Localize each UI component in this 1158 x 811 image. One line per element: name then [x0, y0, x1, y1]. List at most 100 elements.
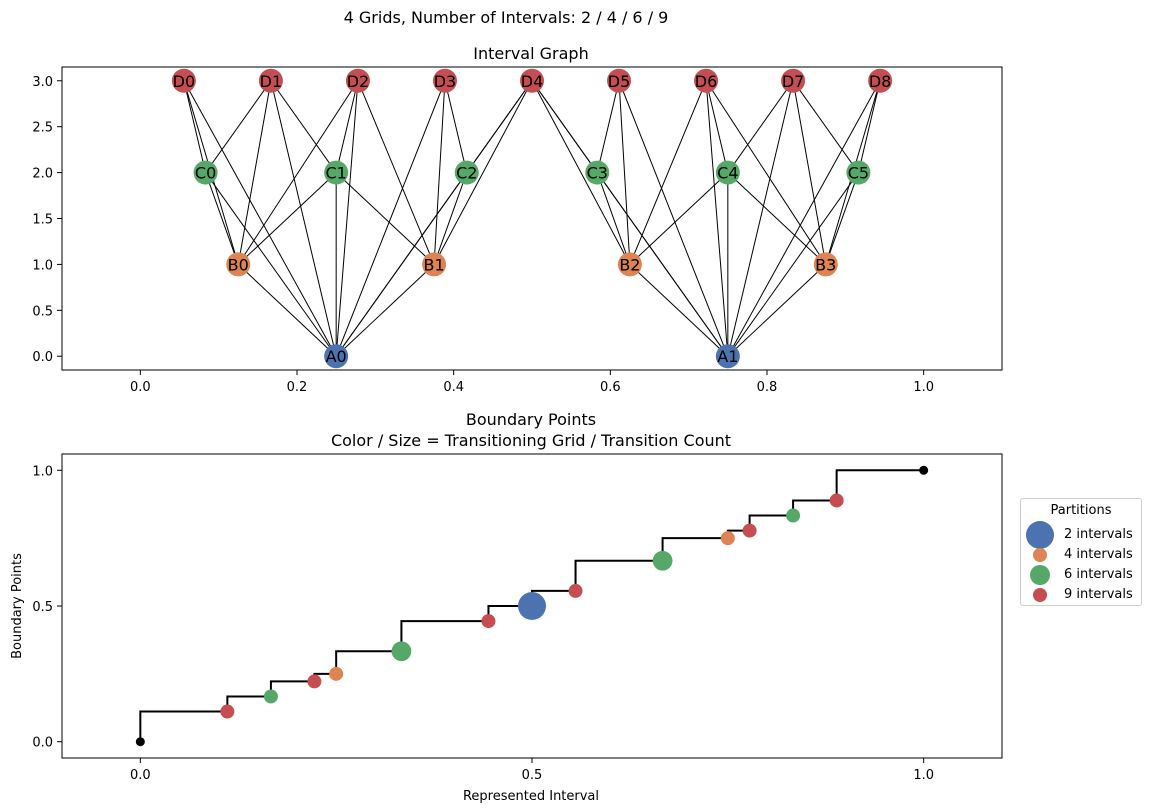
graph-edge-A0-C0: [205, 172, 337, 357]
x-tick-label: 0.5: [522, 768, 543, 783]
graph-node-label-D6: D6: [695, 72, 718, 91]
graph-edge-B2-C4: [629, 172, 729, 265]
figure-title: 4 Grids, Number of Intervals: 2 / 4 / 6 …: [344, 8, 669, 27]
graph-node-label-A1: A1: [717, 347, 738, 366]
graph-node-C5: [846, 160, 871, 185]
boundary-point: [829, 493, 844, 508]
legend-item: 4 intervals: [1021, 545, 1141, 565]
x-tick-label: 0.2: [287, 380, 308, 395]
graph-edge-A0-D3: [335, 80, 446, 357]
boundary-points-xlabel: Represented Interval: [463, 789, 599, 804]
x-tick-label: 0.0: [130, 768, 151, 783]
legend-label: 9 intervals: [1064, 587, 1133, 602]
graph-edge-C1-D1: [270, 80, 337, 173]
boundary-points-x-axis: 0.0 0.5 1.0: [130, 758, 934, 783]
boundary-point: [786, 508, 801, 523]
graph-node-C0: [193, 160, 218, 185]
graph-edge-B2-D5: [618, 80, 631, 265]
graph-node-label-C3: C3: [587, 164, 608, 183]
x-tick-label: 0.8: [757, 380, 778, 395]
graph-edge-A1-B2: [629, 264, 729, 357]
interval-graph-title: Interval Graph: [473, 44, 588, 63]
graph-edge-B2-C3: [596, 172, 631, 265]
interval-graph-chart: Interval Graph A0 A1 B0 B1 B2 B3 C0 C1 C2 C3 C4 C5 D…: [32, 44, 1003, 395]
boundary-points-y-axis: 0.0 0.5 1.0: [32, 464, 62, 751]
boundary-point: [329, 666, 344, 681]
y-tick-label: 0.5: [32, 304, 53, 319]
y-tick-label: 0.0: [32, 350, 53, 365]
y-tick-label: 3.0: [32, 75, 53, 90]
graph-edge-B1-D4: [433, 80, 533, 265]
graph-node-label-C2: C2: [456, 164, 477, 183]
legend-marker: [1033, 588, 1047, 602]
graph-edge-B0-C1: [237, 172, 337, 265]
graph-node-A1: [715, 344, 740, 369]
graph-node-C3: [585, 160, 610, 185]
legend-item: 9 intervals: [1021, 585, 1141, 605]
graph-node-label-C1: C1: [325, 164, 346, 183]
graph-node-A0: [324, 344, 349, 369]
legend-marker: [1033, 548, 1047, 562]
graph-node-label-C0: C0: [195, 164, 216, 183]
graph-node-D4: [520, 68, 544, 93]
legend-label: 6 intervals: [1064, 567, 1133, 582]
boundary-points-subtitle: Color / Size = Transitioning Grid / Tran…: [331, 431, 731, 450]
graph-edge-A0-D1: [270, 80, 337, 357]
legend-marker: [1026, 521, 1054, 549]
boundary-point: [220, 704, 235, 719]
graph-node-D2: [345, 68, 370, 93]
graph-edge-B1-C1: [335, 172, 435, 265]
graph-node-label-A0: A0: [326, 347, 347, 366]
graph-node-C2: [454, 160, 479, 185]
graph-node-label-D7: D7: [782, 72, 805, 91]
x-tick-label: 1.0: [913, 768, 934, 783]
boundary-endpoint: [919, 465, 929, 475]
boundary-points-ylabel: Boundary Points: [10, 553, 25, 659]
graph-edge-C0-D0: [183, 80, 207, 173]
graph-edge-B0-C0: [205, 172, 239, 265]
interval-graph-y-axis: 0.0 0.5 1.0 1.5 2.0 2.5 3.0: [32, 75, 62, 365]
graph-node-label-B0: B0: [228, 255, 249, 274]
graph-node-D7: [781, 68, 806, 93]
graph-edge-A0-D0: [183, 80, 337, 357]
boundary-point: [391, 641, 412, 662]
graph-node-B0: [226, 252, 251, 277]
graph-edge-B1-C2: [433, 172, 468, 265]
x-tick-label: 0.4: [443, 380, 464, 395]
graph-node-D3: [432, 68, 457, 93]
boundary-point: [518, 592, 546, 620]
x-tick-label: 0.0: [130, 380, 151, 395]
graph-edge-C0-D1: [205, 80, 272, 173]
boundary-point: [307, 674, 322, 689]
boundary-endpoint: [135, 737, 145, 747]
graph-edge-C5-D8: [857, 80, 881, 173]
x-tick-label: 1.0: [913, 380, 934, 395]
graph-node-label-D8: D8: [869, 72, 892, 91]
graph-edge-A1-C5: [727, 172, 859, 357]
graph-nodes: A0 A1 B0 B1 B2 B3 C0 C1 C2 C3 C4 C5 D0 D1 D2 D3 D4 D5 D6 D7…: [171, 68, 893, 369]
y-tick-label: 2.0: [32, 167, 53, 182]
y-tick-label: 1.0: [32, 464, 53, 479]
graph-node-D8: [868, 68, 893, 93]
legend-marker: [1030, 565, 1050, 585]
boundary-point: [720, 531, 735, 546]
graph-edge-B1-D3: [433, 80, 446, 265]
graph-node-D1: [258, 68, 283, 93]
legend-item: 2 intervals: [1021, 521, 1141, 549]
y-tick-label: 1.5: [32, 213, 53, 228]
graph-node-B2: [617, 252, 642, 277]
graph-node-label-D5: D5: [608, 72, 631, 91]
graph-node-C4: [715, 160, 740, 185]
legend-label: 4 intervals: [1064, 547, 1133, 562]
boundary-point: [568, 583, 583, 598]
x-tick-label: 0.6: [600, 380, 621, 395]
graph-edge-C3-D4: [531, 80, 598, 173]
graph-edge-A0-D2: [335, 80, 359, 357]
graph-node-label-C5: C5: [848, 164, 869, 183]
graph-node-B3: [813, 252, 838, 277]
graph-node-label-D4: D4: [521, 72, 544, 91]
graph-edge-C4-D6: [705, 80, 729, 173]
graph-node-label-B1: B1: [424, 255, 445, 274]
graph-node-label-C4: C4: [717, 164, 738, 183]
